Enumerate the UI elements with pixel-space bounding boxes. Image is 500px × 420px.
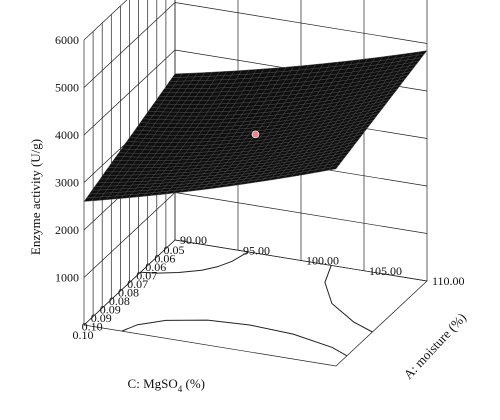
z-tick-label: 3000 xyxy=(55,176,79,190)
c-tick-label: 0.08 xyxy=(109,294,130,308)
c-axis-label-main: C: MgSO xyxy=(128,376,178,391)
a-tick-label: 100.00 xyxy=(306,254,339,268)
contour-line xyxy=(324,265,373,333)
surface-mesh-line xyxy=(321,52,413,172)
a-tick-label: 110.00 xyxy=(432,274,465,288)
c-axis-label: C: MgSO4 (%) xyxy=(128,376,205,394)
a-axis-label: A: moisture (%) xyxy=(400,310,469,382)
surface-mesh-line xyxy=(232,63,324,186)
c-tick-label: 0.10 xyxy=(82,320,103,334)
surface-mesh-line xyxy=(135,71,228,198)
z-tick-label: 6000 xyxy=(55,33,79,47)
a-tick-label: 105.00 xyxy=(369,264,402,278)
surface-mesh-line xyxy=(283,57,376,179)
surface-mesh-line xyxy=(128,71,220,198)
a-tick-label: 90.00 xyxy=(180,233,207,247)
surface-mesh-line xyxy=(83,73,176,202)
surface-mesh-line xyxy=(187,67,279,192)
surface-mesh-line xyxy=(239,62,331,185)
optimum-point-marker xyxy=(251,130,260,139)
surface-mesh-line xyxy=(313,53,405,174)
c-axis-label-unit: (%) xyxy=(182,376,205,391)
axis-ticks: 1000200030004000500060000.100.100.090.09… xyxy=(55,33,465,342)
c-tick-label: 0.08 xyxy=(118,286,139,300)
surface-mesh-line xyxy=(246,61,339,184)
surface-mesh-line xyxy=(150,70,242,196)
surface-fill xyxy=(84,50,427,202)
surface-mesh-line xyxy=(306,54,398,175)
c-tick-label: 0.06 xyxy=(145,260,166,274)
z-tick-label: 4000 xyxy=(55,128,79,142)
surface-mesh-line xyxy=(91,73,183,202)
surface-mesh-line xyxy=(195,66,287,191)
c-tick-label: 0.06 xyxy=(154,252,175,266)
surface-mesh-line xyxy=(143,70,235,197)
surface-mesh-line xyxy=(261,60,354,182)
surface-mesh-line xyxy=(98,73,190,201)
surface-mesh-line xyxy=(335,50,428,170)
z-axis-label: Enzyme activity (U/g) xyxy=(28,139,43,255)
surface-mesh-line xyxy=(291,56,383,177)
floor-contours xyxy=(83,239,428,367)
surface-mesh-line xyxy=(165,69,257,195)
response-surface xyxy=(83,50,428,202)
contour-line xyxy=(121,319,348,357)
floor-outline xyxy=(83,239,428,367)
surface-mesh-line xyxy=(254,61,346,183)
surface-mesh-line xyxy=(202,66,294,190)
c-tick-label: 0.10 xyxy=(73,328,94,342)
z-tick-label: 1000 xyxy=(55,271,79,285)
c-tick-label: 0.09 xyxy=(91,311,112,325)
z-tick-label: 5000 xyxy=(55,81,79,95)
z-tick-label: 2000 xyxy=(55,223,79,237)
a-tick-label: 95.00 xyxy=(243,243,270,257)
c-tick-label: 0.05 xyxy=(164,243,185,257)
surface-mesh-line xyxy=(120,71,213,199)
surface-mesh-line xyxy=(106,72,198,200)
surface-mesh-line xyxy=(217,64,309,188)
c-tick-label: 0.07 xyxy=(136,269,157,283)
surface-mesh-line xyxy=(180,68,272,193)
c-tick-label: 0.07 xyxy=(127,277,148,291)
surface-mesh-line xyxy=(113,72,205,200)
surface-mesh-line xyxy=(328,51,420,171)
contour-line xyxy=(140,251,249,274)
surface-mesh-line xyxy=(298,55,391,176)
back-wall-hline xyxy=(83,0,128,41)
c-tick-label: 0.09 xyxy=(100,303,121,317)
surface-mesh-line xyxy=(157,69,250,196)
surface-mesh-line xyxy=(224,64,316,187)
c-axis-label-sub: 4 xyxy=(178,384,183,394)
surface-mesh-line xyxy=(269,59,361,181)
surface-mesh-line xyxy=(276,58,368,180)
surface-mesh-line xyxy=(172,68,265,194)
